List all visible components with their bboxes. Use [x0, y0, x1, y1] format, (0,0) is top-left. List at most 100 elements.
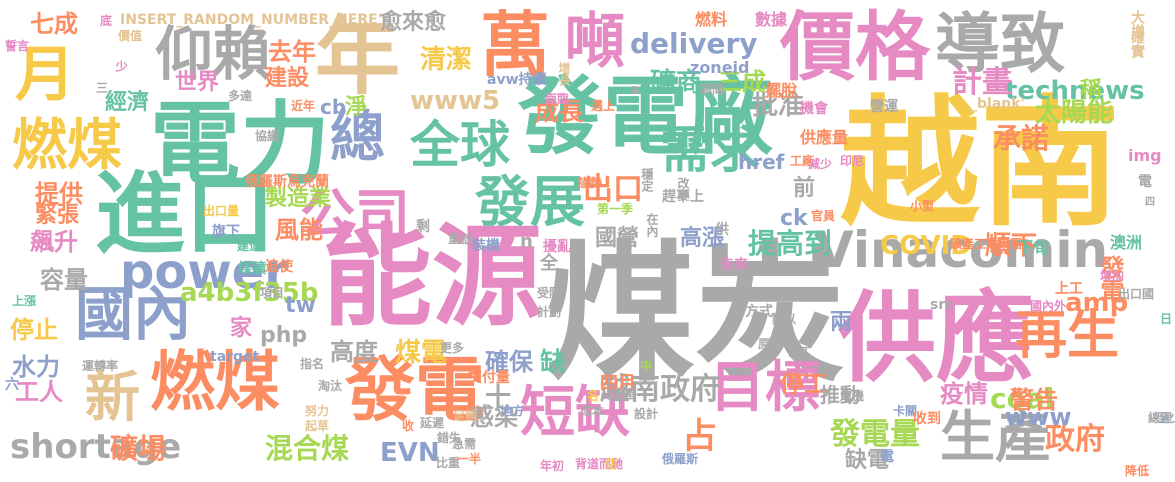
- word-116: 營運: [870, 99, 898, 115]
- word-167: 原本: [758, 337, 783, 351]
- word-21: 公司: [300, 183, 411, 247]
- word-143: 在內: [645, 213, 659, 237]
- word-197: 電: [880, 449, 894, 465]
- word-149: 建造: [237, 239, 262, 253]
- word-109: 工廠: [790, 154, 815, 168]
- word-72: 煤電: [395, 338, 448, 368]
- word-10: 噸: [565, 7, 625, 77]
- word-199: 降低: [1125, 464, 1150, 478]
- word-62: 停止: [10, 316, 58, 344]
- word-159: 受阻: [537, 286, 562, 300]
- word-8: 年: [315, 8, 401, 107]
- word-31: 礦場: [110, 432, 167, 465]
- word-172: 運轉率: [82, 359, 119, 373]
- word-70: 家: [230, 316, 253, 341]
- word-55: 建設: [265, 66, 310, 91]
- word-126: zoneid: [690, 58, 750, 77]
- word-123: 遇上: [591, 99, 616, 113]
- word-113: 電: [1138, 174, 1152, 190]
- word-40: www: [1005, 403, 1072, 431]
- word-166: target: [210, 349, 260, 365]
- word-190: 急需: [452, 437, 477, 451]
- word-84: 提高到: [748, 227, 833, 260]
- word-93: 淨: [345, 95, 368, 120]
- word-9: 萬: [480, 4, 550, 86]
- word-0: 越南: [840, 83, 1121, 246]
- word-183: 努力: [305, 404, 330, 418]
- word-142: 第一季: [597, 202, 634, 216]
- word-181: 至少: [1158, 411, 1175, 425]
- word-101: 礦產工業集團: [950, 237, 1023, 251]
- word-106: 國內外: [1030, 299, 1067, 313]
- word-74: 缺: [540, 348, 567, 378]
- word-192: 一半: [457, 452, 482, 466]
- word-125: 期間: [700, 82, 725, 96]
- word-156: 未來: [720, 257, 748, 273]
- word-39: coal: [990, 382, 1055, 415]
- word-182: 六: [5, 377, 19, 393]
- word-97: n: [520, 231, 533, 252]
- word-58: 提供: [35, 180, 83, 208]
- word-154: 煤礦: [238, 261, 266, 277]
- word-174: 推遲: [610, 387, 635, 401]
- word-50: 礦商: [650, 68, 703, 98]
- word-118: 確實: [1129, 30, 1145, 58]
- word-76: 停工: [780, 370, 828, 398]
- word-105: 上工: [1055, 281, 1083, 297]
- word-180: 收到: [913, 411, 941, 427]
- word-19: Vinacomin: [815, 221, 1109, 279]
- word-43: 順下: [985, 231, 1038, 261]
- word-130: 誓言: [5, 39, 30, 53]
- word-117: _blank': [970, 96, 1025, 112]
- word-185: 設計: [634, 407, 659, 421]
- word-141: 趕不上: [662, 189, 704, 205]
- word-195: 估: [605, 457, 618, 471]
- word-34: 感染: [470, 403, 518, 431]
- word-107: 出口國: [1118, 287, 1155, 301]
- word-140: 改變: [676, 177, 690, 201]
- word-132: 三: [96, 81, 109, 95]
- word-146: 小型: [910, 199, 935, 213]
- word-168: 更多: [440, 341, 465, 355]
- word-52: www5: [410, 86, 501, 116]
- word-81: 缺電: [845, 448, 890, 473]
- word-91: 愈來愈: [380, 10, 447, 35]
- word-48: 批准: [752, 91, 805, 121]
- word-100: 發電: [1096, 255, 1124, 303]
- word-133: 多達: [228, 89, 253, 103]
- word-77: 推動: [820, 383, 860, 407]
- word-98: a: [630, 82, 640, 98]
- word-152: 裝機: [472, 238, 500, 254]
- word-127: 增長: [557, 62, 571, 86]
- word-173: 淘汰: [318, 379, 343, 393]
- word-44: technews: [1005, 76, 1145, 106]
- word-61: 容量: [40, 266, 88, 294]
- word-56: 世界: [175, 70, 220, 95]
- word-163: src: [930, 297, 954, 313]
- word-22: 總: [330, 105, 386, 169]
- word-94: 三成: [718, 68, 766, 96]
- word-23: 全球: [410, 116, 510, 174]
- word-6: 進口: [95, 162, 275, 267]
- word-71: 高度: [330, 338, 378, 366]
- word-67: a4b3f35b: [180, 278, 319, 308]
- word-16: 燃煤: [150, 345, 281, 420]
- word-7: 價格: [780, 3, 931, 91]
- word-4: 電力: [150, 92, 330, 197]
- word-124: 擺脫: [765, 81, 798, 100]
- word-92: cb: [320, 95, 347, 119]
- word-170: 中: [640, 359, 653, 373]
- word-60: 飆升: [30, 228, 78, 256]
- word-120: 燃料: [695, 10, 728, 29]
- word-169: 指名: [300, 357, 325, 371]
- word-5: 發電廠: [518, 68, 774, 167]
- word-198: 總理: [1148, 411, 1173, 425]
- word-86: 國營: [595, 226, 640, 251]
- word-188: 錯失: [437, 431, 462, 445]
- word-112: img: [1128, 146, 1162, 165]
- word-151: 重啟: [448, 232, 473, 246]
- word-175: 名: [587, 389, 600, 403]
- word-59: 緊張: [35, 203, 80, 228]
- word-191: 比重: [436, 456, 461, 470]
- word-85: 高漲: [680, 226, 725, 251]
